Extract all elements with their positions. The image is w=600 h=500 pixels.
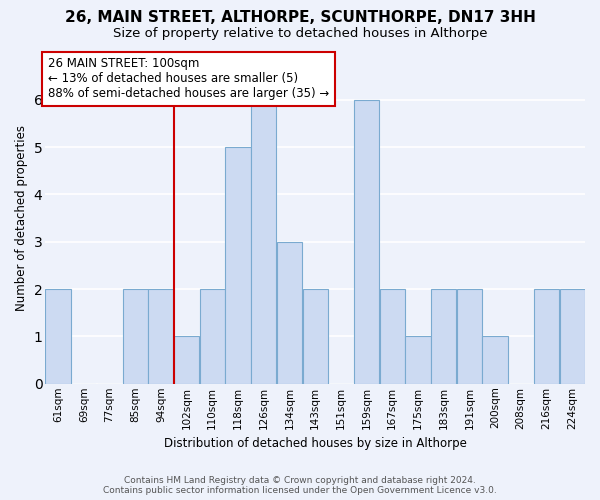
Bar [534, 289, 559, 384]
Bar [457, 289, 482, 384]
Text: Contains HM Land Registry data © Crown copyright and database right 2024.
Contai: Contains HM Land Registry data © Crown c… [103, 476, 497, 495]
Bar [406, 336, 431, 384]
Bar [46, 289, 71, 384]
Bar [482, 336, 508, 384]
Bar [560, 289, 585, 384]
Text: 26, MAIN STREET, ALTHORPE, SCUNTHORPE, DN17 3HH: 26, MAIN STREET, ALTHORPE, SCUNTHORPE, D… [65, 10, 535, 25]
Bar [302, 289, 328, 384]
Bar [174, 336, 199, 384]
Bar [200, 289, 225, 384]
Bar [354, 100, 379, 384]
Text: 26 MAIN STREET: 100sqm
← 13% of detached houses are smaller (5)
88% of semi-deta: 26 MAIN STREET: 100sqm ← 13% of detached… [48, 58, 329, 100]
Bar [148, 289, 173, 384]
Bar [122, 289, 148, 384]
Y-axis label: Number of detached properties: Number of detached properties [15, 125, 28, 311]
Text: Size of property relative to detached houses in Althorpe: Size of property relative to detached ho… [113, 28, 487, 40]
Bar [380, 289, 405, 384]
Bar [277, 242, 302, 384]
Bar [431, 289, 456, 384]
X-axis label: Distribution of detached houses by size in Althorpe: Distribution of detached houses by size … [164, 437, 467, 450]
Bar [251, 100, 276, 384]
Bar [226, 147, 251, 384]
